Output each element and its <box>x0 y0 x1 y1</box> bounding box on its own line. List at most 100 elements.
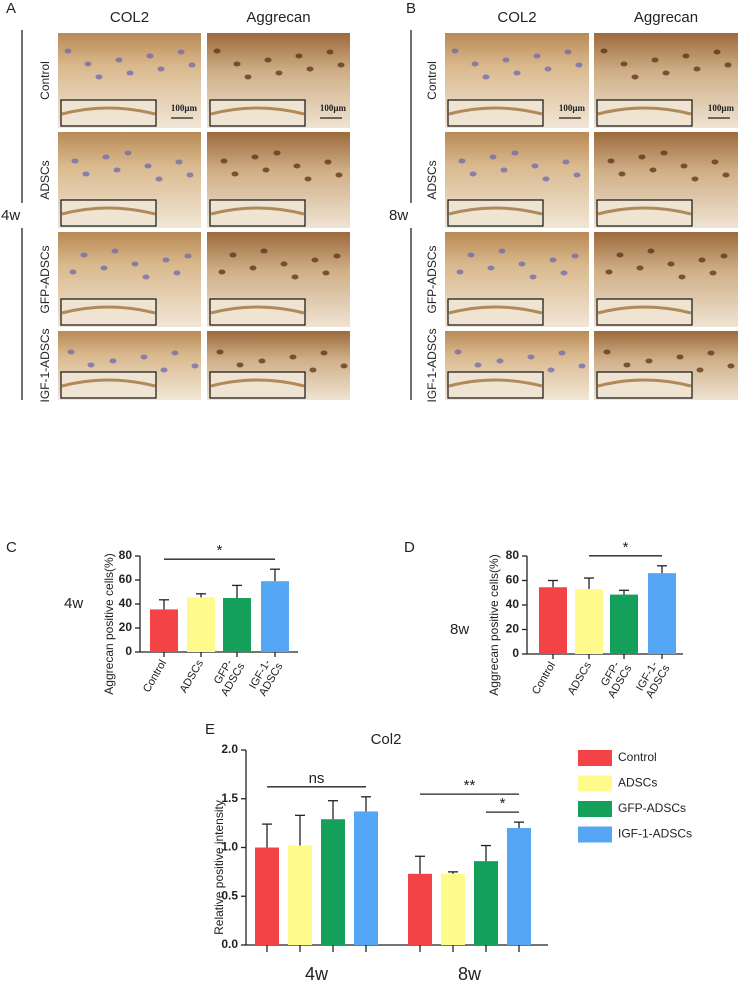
error-bar <box>361 796 371 812</box>
bar <box>408 873 432 945</box>
cell <box>320 350 328 356</box>
cell <box>678 274 686 280</box>
inset <box>596 199 693 227</box>
error-bar <box>270 568 280 582</box>
x-tick-label: ADSCs <box>566 660 595 698</box>
cell <box>80 252 88 258</box>
y-axis-label: Aggrecan positive cells(%) <box>102 553 116 694</box>
inset-tissue <box>210 206 305 216</box>
inset-tissue <box>61 206 156 216</box>
inset-tissue <box>448 106 543 116</box>
error-bar <box>619 589 629 595</box>
cell <box>251 154 259 160</box>
cell <box>142 274 150 280</box>
cell <box>293 163 301 169</box>
panel-letter: E <box>205 721 215 738</box>
cell <box>502 57 510 63</box>
legend-label: Control <box>618 750 657 764</box>
cell <box>698 257 706 263</box>
cell <box>309 367 317 373</box>
bar <box>648 573 676 654</box>
cell <box>498 248 506 254</box>
cell <box>115 57 123 63</box>
bar <box>539 587 567 654</box>
bar <box>150 609 178 652</box>
row-label: GFP-ADSCs <box>38 245 52 313</box>
y-axis-label: Aggrecan positive cells(%) <box>487 554 501 695</box>
y-tick-label: 20 <box>119 620 133 634</box>
error-bar <box>196 593 206 598</box>
cell <box>162 257 170 263</box>
cell <box>124 150 132 156</box>
cell <box>87 362 95 368</box>
row-label: ADSCs <box>425 160 439 199</box>
inset-tissue <box>210 106 305 116</box>
cell <box>573 172 581 178</box>
cell <box>727 363 735 369</box>
inset-tissue <box>210 305 305 315</box>
cell <box>500 167 508 173</box>
cell <box>562 159 570 165</box>
significance-label: * <box>500 795 506 812</box>
x-tick-label: Control <box>530 660 558 697</box>
x-group-label: 8w <box>458 964 482 984</box>
cell <box>542 176 550 182</box>
cell <box>564 49 572 55</box>
cell <box>578 363 586 369</box>
cell <box>662 70 670 76</box>
cell <box>605 269 613 275</box>
chart-title: Col2 <box>371 731 402 748</box>
cell <box>667 261 675 267</box>
y-tick-label: 1.5 <box>221 791 238 805</box>
cell <box>645 358 653 364</box>
cell <box>188 62 196 68</box>
cell <box>140 354 148 360</box>
inset-tissue <box>597 206 692 216</box>
cell <box>233 61 241 67</box>
inset-tissue <box>597 305 692 315</box>
error-bar <box>232 584 242 598</box>
row-label: Control <box>425 61 439 100</box>
cell <box>109 358 117 364</box>
y-tick-label: 0.5 <box>221 888 238 902</box>
error-bar <box>448 871 458 874</box>
inset-tissue <box>448 378 543 388</box>
y-axis-label: Relative positive intensity <box>212 800 226 935</box>
cell <box>324 159 332 165</box>
inset-tissue <box>61 378 156 388</box>
bar <box>321 819 345 945</box>
cell <box>571 253 579 259</box>
legend-label: IGF-1-ADSCs <box>618 827 692 841</box>
inset-tissue <box>448 305 543 315</box>
inset-tissue <box>597 106 692 116</box>
panel-letter: A <box>6 0 16 17</box>
x-tick-label: IGF-1- ADSCs <box>246 654 285 698</box>
cell <box>474 362 482 368</box>
error-bar <box>415 855 425 874</box>
bar <box>354 811 378 945</box>
bar <box>474 861 498 945</box>
row-label: GFP-ADSCs <box>425 245 439 313</box>
y-tick-label: 60 <box>506 573 520 587</box>
cell <box>184 253 192 259</box>
cell <box>273 150 281 156</box>
y-tick-label: 40 <box>506 597 520 611</box>
cell <box>680 163 688 169</box>
y-tick-label: 1.0 <box>221 840 238 854</box>
cell <box>469 171 477 177</box>
cell <box>71 158 79 164</box>
cell <box>236 362 244 368</box>
cell <box>691 176 699 182</box>
side-label: 4w <box>64 595 83 612</box>
x-tick-label: ADSCs <box>178 658 207 696</box>
cell <box>603 349 611 355</box>
panel-letter: B <box>406 0 416 17</box>
cell <box>682 53 690 59</box>
error-bar <box>481 844 491 862</box>
y-tick-label: 2.0 <box>221 742 238 756</box>
cell <box>304 176 312 182</box>
error-bar <box>295 814 305 846</box>
cell <box>660 150 668 156</box>
legend-swatch <box>578 775 612 792</box>
inset <box>447 199 544 227</box>
